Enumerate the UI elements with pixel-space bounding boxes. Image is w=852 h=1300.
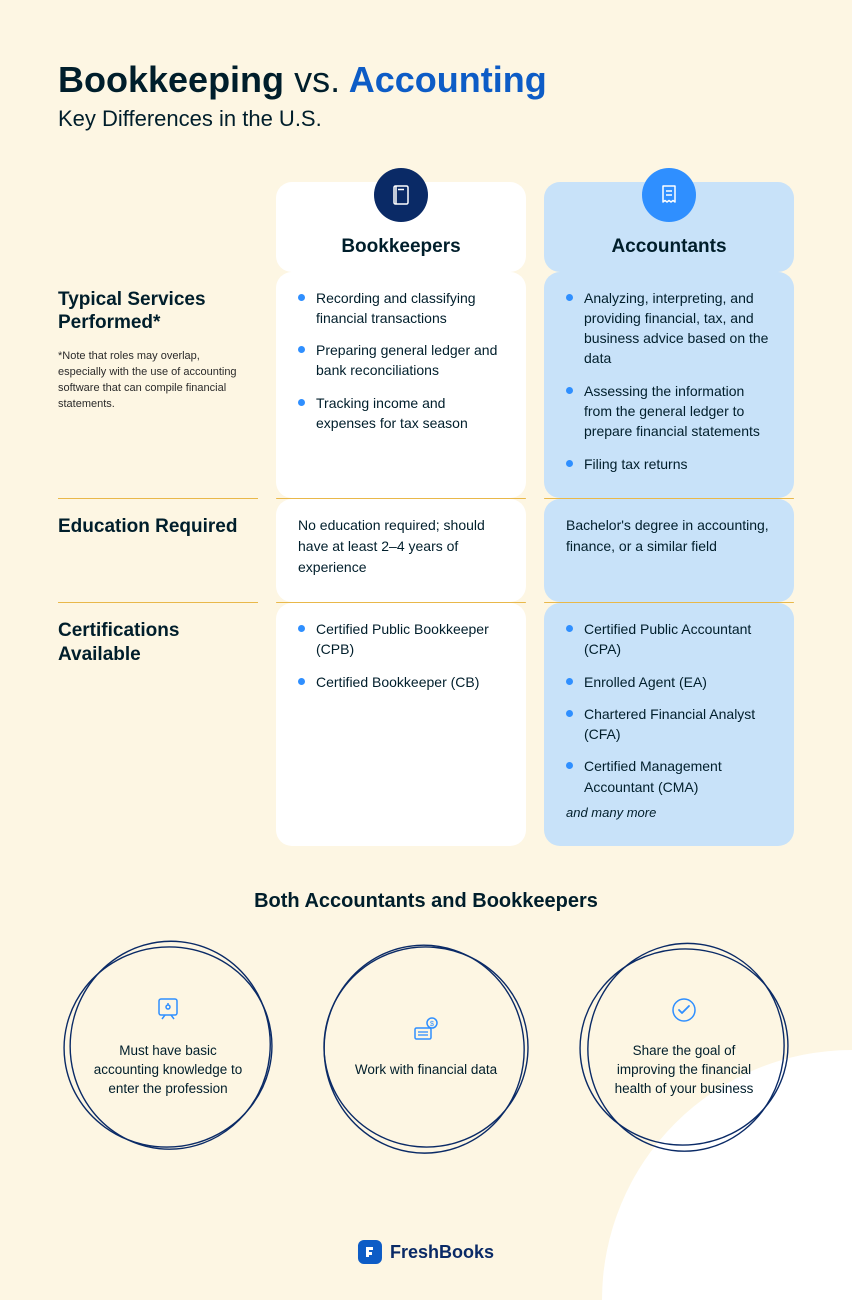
cell-education-accountants: Bachelor's degree in accounting, finance…: [544, 499, 794, 602]
both-text-knowledge: Must have basic accounting knowledge to …: [92, 1042, 244, 1099]
row-label-certs: Certifications Available: [58, 603, 258, 846]
list-item: Recording and classifying financial tran…: [298, 282, 504, 335]
brand-name: FreshBooks: [390, 1242, 494, 1263]
list-item: Assessing the information from the gener…: [566, 375, 772, 448]
both-item-knowledge: Must have basic accounting knowledge to …: [58, 937, 278, 1157]
column-header-bookkeepers: Bookkeepers: [341, 236, 460, 258]
svg-text:$: $: [430, 1021, 434, 1028]
both-section: Both Accountants and Bookkeepers Mu: [58, 890, 794, 1157]
list-item: Certified Bookkeeper (CB): [298, 666, 504, 698]
cell-certs-accountants: Certified Public Accountant (CPA)Enrolle…: [544, 603, 794, 846]
page-title: Bookkeeping vs. Accounting: [58, 60, 794, 100]
both-item-data: $ Work with financial data: [316, 937, 536, 1157]
both-text-data: Work with financial data: [355, 1061, 497, 1080]
title-word-vs: vs.: [294, 59, 340, 100]
both-circles: Must have basic accounting knowledge to …: [58, 937, 794, 1157]
lightbulb-icon: [153, 995, 183, 1030]
row-label-education: Education Required: [58, 499, 258, 602]
page-subtitle: Key Differences in the U.S.: [58, 106, 794, 132]
brand-mark-icon: [358, 1240, 382, 1264]
finance-icon: $: [410, 1014, 442, 1049]
check-icon: [669, 995, 699, 1030]
brand-logo: FreshBooks: [358, 1240, 494, 1264]
both-text-goal: Share the goal of improving the financia…: [608, 1042, 760, 1099]
column-bookkeepers: Bookkeepers: [276, 182, 526, 272]
title-word-bookkeeping: Bookkeeping: [58, 59, 284, 100]
row-label-services: Typical Services Performed* *Note that r…: [58, 272, 258, 498]
title-word-accounting: Accounting: [349, 59, 547, 100]
list-item: Certified Public Bookkeeper (CPB): [298, 613, 504, 666]
list-certs-bookkeepers: Certified Public Bookkeeper (CPB)Certifi…: [298, 613, 504, 698]
list-item: Preparing general ledger and bank reconc…: [298, 334, 504, 387]
receipt-icon: [642, 168, 696, 222]
list-item: Certified Management Accountant (CMA): [566, 750, 772, 803]
list-item: Tracking income and expenses for tax sea…: [298, 387, 504, 440]
column-accountants: Accountants: [544, 182, 794, 272]
book-icon: [374, 168, 428, 222]
cell-services-accountants: Analyzing, interpreting, and providing f…: [544, 272, 794, 498]
list-item: Enrolled Agent (EA): [566, 666, 772, 698]
both-title: Both Accountants and Bookkeepers: [58, 890, 794, 913]
cell-certs-bookkeepers: Certified Public Bookkeeper (CPB)Certifi…: [276, 603, 526, 846]
list-item: Certified Public Accountant (CPA): [566, 613, 772, 666]
list-certs-accountants: Certified Public Accountant (CPA)Enrolle…: [566, 613, 772, 803]
cell-services-bookkeepers: Recording and classifying financial tran…: [276, 272, 526, 498]
list-item: Analyzing, interpreting, and providing f…: [566, 282, 772, 375]
cell-education-bookkeepers: No education required; should have at le…: [276, 499, 526, 602]
both-item-goal: Share the goal of improving the financia…: [574, 937, 794, 1157]
list-services-bookkeepers: Recording and classifying financial tran…: [298, 282, 504, 440]
list-services-accountants: Analyzing, interpreting, and providing f…: [566, 282, 772, 480]
list-item: Filing tax returns: [566, 448, 772, 480]
certs-accountants-more: and many more: [566, 803, 772, 820]
comparison-table: Bookkeepers Accountants Typical Services…: [58, 182, 794, 846]
column-header-accountants: Accountants: [611, 236, 726, 258]
services-footnote: *Note that roles may overlap, especially…: [58, 349, 238, 413]
list-item: Chartered Financial Analyst (CFA): [566, 698, 772, 751]
